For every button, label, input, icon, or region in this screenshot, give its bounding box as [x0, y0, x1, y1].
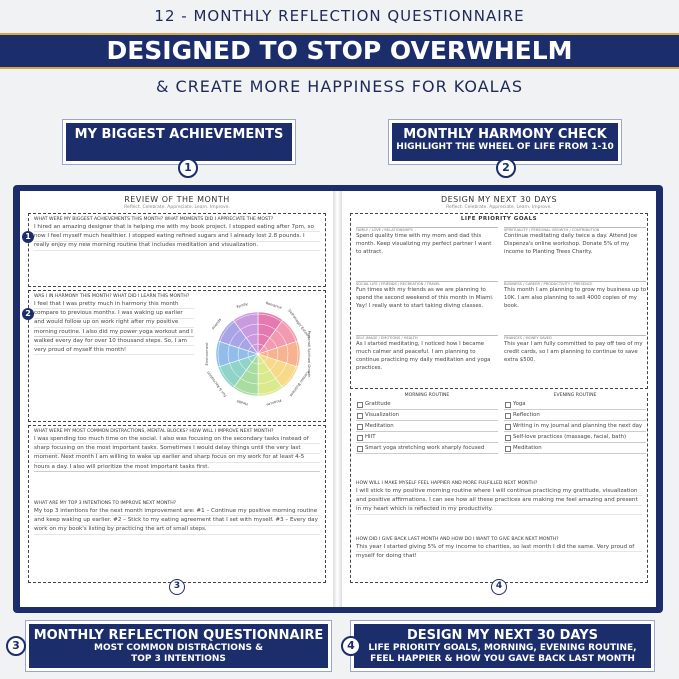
callout-line: HIGHLIGHT THE WHEEL OF LIFE FROM 1-10 [396, 142, 614, 152]
callout-box: MONTHLY HARMONY CHECK HIGHLIGHT THE WHEEL… [388, 119, 622, 165]
page-title: DESIGN MY NEXT 30 DAYS [440, 195, 558, 204]
goal-label: SELF-IMAGE / EMOTIONS / HEALTH [356, 336, 418, 340]
question: HOW WILL I MAKE MYSELF FEEL HAPPIER AND … [356, 481, 538, 486]
answer: My top 3 intentions for the next month i… [34, 507, 320, 535]
goal-text: Spend quality time with my mom and dad t… [356, 233, 492, 255]
section: WAS I IN HARMONY THIS MONTH? WHAT DID I … [34, 294, 194, 356]
routine-item: Meditation [504, 443, 646, 454]
callout-box: DESIGN MY NEXT 30 DAYS LIFE PRIORITY GOAL… [350, 620, 655, 672]
section: WHAT WERE MY MOST COMMON DISTRACTIONS, M… [34, 429, 320, 472]
question-block: HOW WILL I MAKE MYSELF FEEL HAPPIER AND … [356, 481, 642, 515]
tagline: & CREATE MORE HAPPINESS FOR KOALAS [155, 77, 524, 96]
callout-line: LIFE PRIORITY GOALS, MORNING, EVENING RO… [368, 643, 637, 653]
routine-item: Meditation [356, 421, 498, 432]
bottom-marker: 4 [491, 579, 507, 595]
goal-text: This year I am fully committed to pay of… [504, 341, 643, 363]
routine-item: Self-love practices (massage, facial, ba… [504, 432, 646, 443]
goals-box [350, 213, 648, 389]
section: WHAT WERE MY BIGGEST ACHIEVEMENTS THIS M… [34, 217, 320, 251]
routine-heading: EVENING ROUTINE [553, 393, 597, 398]
section-box [28, 290, 326, 422]
section-marker: 2 [22, 308, 34, 320]
callout-number: 3 [6, 636, 26, 656]
routine-item: Visualization [356, 410, 498, 421]
wheel-label: Environment [205, 342, 209, 366]
answer: I feel that I was pretty much in harmony… [34, 300, 194, 356]
banner: DESIGNED TO STOP OVERWHELM [0, 33, 679, 69]
routine: MORNING ROUTINE Gratitude Visualization Med… [356, 393, 498, 454]
callout-title: MY BIGGEST ACHIEVEMENTS [74, 127, 284, 142]
right-page: DESIGN MY NEXT 30 DAYS Reflect. Celebrate… [342, 191, 656, 607]
goal-text: This month I am planning to grow my busi… [504, 287, 647, 309]
callout-number: 1 [178, 158, 198, 178]
routine-item: HIIT [356, 432, 498, 443]
routine-item: Smart yoga stretching work sharply focus… [356, 443, 498, 454]
wheel-segment [232, 311, 259, 355]
section-box [28, 213, 326, 287]
section-marker: 1 [22, 231, 34, 243]
goal-cell: FAMILY / LOVE / RELATIONSHIPS Spend quali… [356, 227, 498, 279]
top-line: 12 - MONTHLY REFLECTION QUESTIONNAIRE [154, 7, 525, 25]
wheel-ring [227, 323, 289, 385]
wheel-ring [217, 313, 299, 395]
callout-title: MONTHLY REFLECTION QUESTIONNAIRE [33, 628, 324, 643]
question: WAS I IN HARMONY THIS MONTH? WHAT DID I … [34, 294, 190, 299]
wheel-label: Personal/ Spiritual Growth [307, 331, 311, 378]
wheel-label: Friends [211, 318, 222, 331]
callout-line: MOST COMMON DISTRACTIONS & [94, 643, 263, 653]
goal-cell: SOCIAL LIFE / FRIENDS / RECREATION / TRA… [356, 281, 498, 333]
goal-cell: SELF-IMAGE / EMOTIONS / HEALTH As I start… [356, 335, 498, 387]
callout-number: 2 [496, 158, 516, 178]
answer: This year I started giving 5% of my inco… [356, 543, 642, 562]
goals-heading: LIFE PRIORITY GOALS [460, 216, 538, 222]
callout-title: DESIGN MY NEXT 30 DAYS [406, 628, 598, 643]
bottom-marker: 3 [169, 579, 185, 595]
routine-item: Writing in my journal and planning the n… [504, 421, 646, 432]
routine-item: Gratitude [356, 399, 498, 410]
callout-line: FEEL HAPPIER & HOW YOU GAVE BACK LAST MO… [370, 654, 635, 664]
answer: I will stick to my positive morning rout… [356, 487, 642, 515]
question: WHAT WERE MY BIGGEST ACHIEVEMENTS THIS M… [34, 217, 274, 222]
answer: I was spending too much time on the soci… [34, 435, 320, 472]
goal-text: Fun times with my friends as we are plan… [356, 287, 494, 309]
wheel-ring [247, 343, 269, 365]
spine [333, 191, 342, 607]
wheel-label: Health [236, 399, 248, 406]
wheel-label: Finances [266, 398, 282, 407]
goal-cell: BUSINESS / CAREER / PRODUCTIVITY / PRESE… [504, 281, 646, 333]
question: WHAT ARE MY TOP 3 INTENTIONS TO IMPROVE … [34, 501, 177, 506]
wheel-label: Romance [265, 301, 283, 310]
routine-item: Yoga [504, 399, 646, 410]
wheel-ring [237, 333, 279, 375]
answer: I hired an amazing designer that is help… [34, 223, 320, 251]
goal-label: SPIRITUALITY / PERSONAL GROWTH / CONTRIB… [504, 228, 600, 232]
goal-text: Continue meditating daily twice a day. A… [504, 233, 638, 255]
page-subtitle: Reflect. Celebrate. Appreciate. Learn. I… [124, 205, 230, 210]
page-subtitle: Reflect. Celebrate. Appreciate. Learn. I… [446, 205, 552, 210]
callout-number: 4 [341, 636, 361, 656]
goal-label: SOCIAL LIFE / FRIENDS / RECREATION / TRA… [356, 282, 441, 286]
goal-label: FAMILY / LOVE / RELATIONSHIPS [356, 228, 413, 232]
question-block: HOW DID I GIVE BACK LAST MONTH AND HOW D… [356, 537, 642, 562]
callout-line: TOP 3 INTENTIONS [131, 654, 226, 664]
goal-label: FINANCES / MONEY SAVED [504, 336, 552, 340]
goal-cell: SPIRITUALITY / PERSONAL GROWTH / CONTRIB… [504, 227, 646, 279]
left-page: REVIEW OF THE MONTH Reflect. Celebrate. A… [20, 191, 334, 607]
callout-box: MONTHLY REFLECTION QUESTIONNAIRE MOST COM… [25, 620, 332, 672]
wheel-label: Family [236, 302, 249, 310]
question: WHAT WERE MY MOST COMMON DISTRACTIONS, M… [34, 429, 274, 434]
routine: EVENING ROUTINE Yoga Reflection Writing in … [504, 393, 646, 454]
page-title: REVIEW OF THE MONTH [124, 195, 230, 204]
callout-title: MONTHLY HARMONY CHECK [403, 127, 607, 142]
callout-box: MY BIGGEST ACHIEVEMENTS [62, 119, 296, 165]
routine-heading: MORNING ROUTINE [404, 393, 450, 398]
question: HOW DID I GIVE BACK LAST MONTH AND HOW D… [356, 537, 559, 542]
goal-cell: FINANCES / MONEY SAVED This year I am ful… [504, 335, 646, 387]
goal-label: BUSINESS / CAREER / PRODUCTIVITY / PRESE… [504, 282, 593, 286]
routine-item: Reflection [504, 410, 646, 421]
goal-text: As I started meditating, I noticed how I… [356, 341, 491, 371]
section: WHAT ARE MY TOP 3 INTENTIONS TO IMPROVE … [34, 501, 320, 535]
